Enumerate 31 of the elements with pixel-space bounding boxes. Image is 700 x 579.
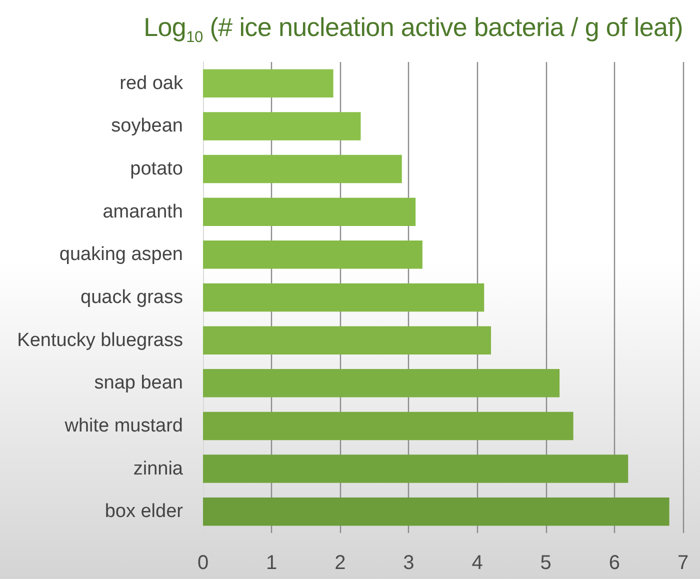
y-tick-label: potato — [130, 158, 183, 180]
y-tick-label: soybean — [111, 116, 183, 137]
bar — [203, 69, 334, 98]
x-tick-label: 2 — [334, 552, 346, 574]
chart-title: Log$_{10}$ (# ice nucleation active bacteria / g of leaf) — [144, 12, 683, 48]
x-tick-label: 6 — [608, 552, 620, 574]
bar — [203, 112, 361, 140]
y-tick-label: snap bean — [94, 372, 183, 394]
bar — [203, 497, 670, 526]
bar — [203, 326, 491, 354]
y-tick-label: box elder — [104, 501, 184, 522]
bar — [203, 154, 402, 184]
bar — [203, 240, 422, 269]
x-tick-label: 1 — [266, 552, 278, 574]
bar — [203, 198, 416, 226]
bar — [203, 283, 484, 312]
bar — [203, 454, 628, 483]
x-tick-label: 4 — [472, 552, 483, 574]
y-tick-label: quack grass — [80, 287, 183, 308]
y-tick-label: red oak — [120, 72, 184, 94]
y-tick-label: Kentucky bluegrass — [17, 330, 183, 351]
y-tick-label: amaranth — [102, 201, 183, 222]
y-tick-label: white mustard — [64, 415, 183, 436]
y-tick-label: zinnia — [133, 458, 184, 480]
y-tick-label: quaking aspen — [59, 244, 183, 266]
bar — [203, 369, 560, 398]
bar — [203, 412, 574, 440]
x-tick-label: 5 — [540, 552, 552, 574]
x-tick-label: 7 — [677, 552, 689, 574]
x-tick-label: 3 — [403, 552, 414, 574]
x-tick-label: 0 — [197, 552, 209, 574]
